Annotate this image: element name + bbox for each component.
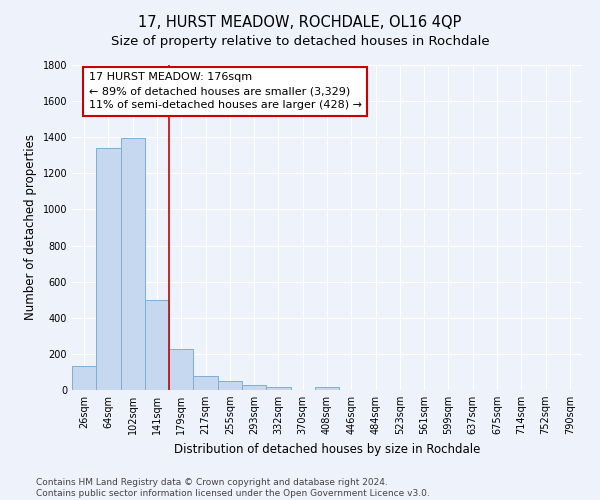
- Bar: [121, 138, 145, 390]
- Bar: [145, 300, 169, 390]
- Y-axis label: Number of detached properties: Number of detached properties: [24, 134, 37, 320]
- Bar: [266, 387, 290, 390]
- Bar: [72, 366, 96, 390]
- Bar: [96, 148, 121, 390]
- X-axis label: Distribution of detached houses by size in Rochdale: Distribution of detached houses by size …: [174, 442, 480, 456]
- Text: Contains HM Land Registry data © Crown copyright and database right 2024.
Contai: Contains HM Land Registry data © Crown c…: [36, 478, 430, 498]
- Bar: [315, 387, 339, 390]
- Bar: [242, 385, 266, 390]
- Bar: [169, 350, 193, 390]
- Text: Size of property relative to detached houses in Rochdale: Size of property relative to detached ho…: [110, 35, 490, 48]
- Text: 17, HURST MEADOW, ROCHDALE, OL16 4QP: 17, HURST MEADOW, ROCHDALE, OL16 4QP: [139, 15, 461, 30]
- Text: 17 HURST MEADOW: 176sqm
← 89% of detached houses are smaller (3,329)
11% of semi: 17 HURST MEADOW: 176sqm ← 89% of detache…: [89, 72, 362, 110]
- Bar: [193, 376, 218, 390]
- Bar: [218, 382, 242, 390]
